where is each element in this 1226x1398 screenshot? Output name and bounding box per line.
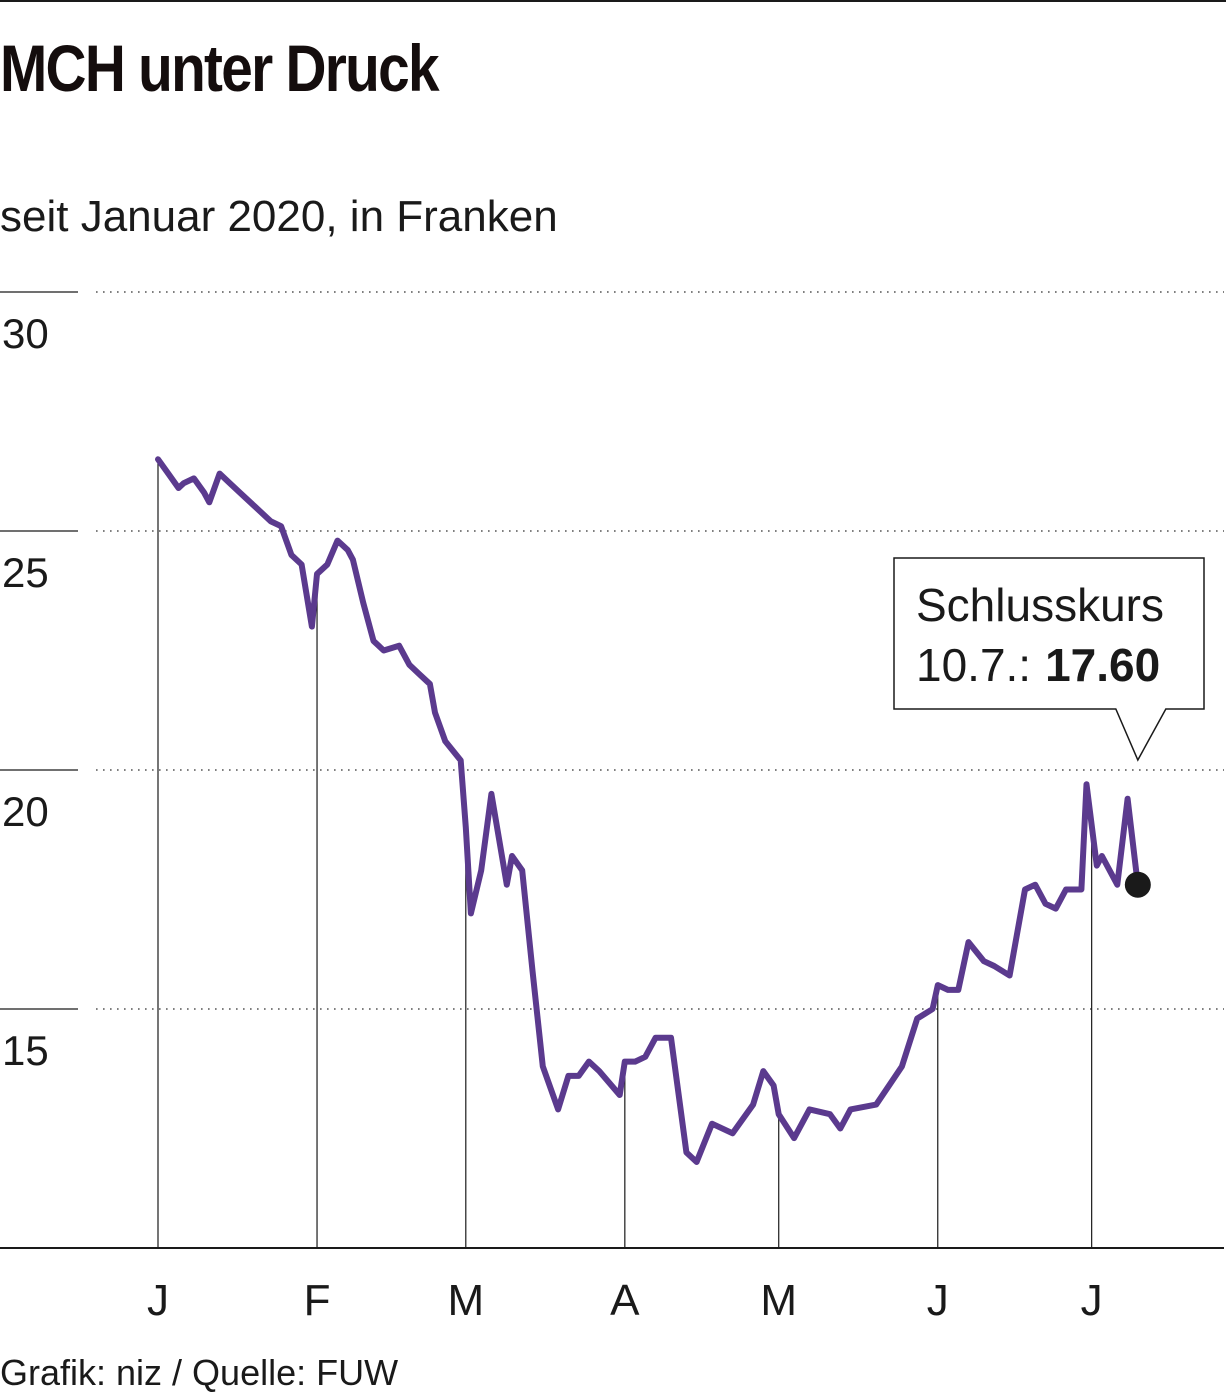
chart-subtitle: seit Januar 2020, in Franken — [0, 192, 558, 241]
chart-title: MCH unter Druck — [0, 31, 440, 105]
source-credit: Grafik: niz / Quelle: FUW — [0, 1352, 399, 1393]
x-tick-label: J — [1081, 1276, 1103, 1325]
top-rule — [0, 0, 1226, 2]
callout-value-line: 10.7.: 17.60 — [916, 639, 1160, 691]
x-tick-label: M — [447, 1276, 484, 1325]
y-tick-label: 30 — [2, 310, 49, 357]
y-tick-label: 20 — [2, 788, 49, 835]
x-tick-label: M — [760, 1276, 797, 1325]
callout-label: Schlusskurs — [916, 579, 1164, 631]
callout-date: 10.7.: — [916, 639, 1031, 691]
gridlines — [0, 291, 1224, 1010]
callout-box — [893, 557, 1205, 762]
y-axis-tick-labels: 15 20 25 30 — [2, 310, 49, 1074]
price-callout: Schlusskurs 10.7.: 17.60 — [893, 557, 1205, 762]
x-tick-label: J — [147, 1276, 169, 1325]
y-tick-label: 15 — [2, 1027, 49, 1074]
month-droplines — [157, 459, 1093, 1248]
x-tick-label: F — [304, 1276, 331, 1325]
x-tick-label: J — [927, 1276, 949, 1325]
series-line — [155, 456, 1141, 1165]
x-tick-label: A — [610, 1276, 640, 1325]
callout-value: 17.60 — [1045, 639, 1160, 691]
last-price-marker — [1124, 871, 1151, 898]
y-tick-label: 25 — [2, 549, 49, 596]
